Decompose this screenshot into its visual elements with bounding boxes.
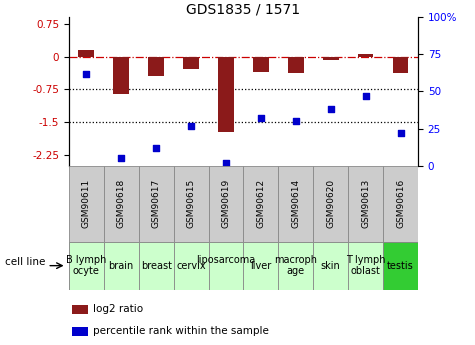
FancyBboxPatch shape <box>174 166 209 242</box>
Text: cell line: cell line <box>5 257 45 267</box>
Text: GSM90619: GSM90619 <box>221 179 230 228</box>
Text: liver: liver <box>250 261 272 270</box>
FancyBboxPatch shape <box>243 166 278 242</box>
FancyBboxPatch shape <box>174 241 209 290</box>
Text: testis: testis <box>387 261 414 270</box>
Point <box>83 71 90 76</box>
Text: GSM90617: GSM90617 <box>152 179 161 228</box>
Bar <box>323 57 339 60</box>
FancyBboxPatch shape <box>314 166 348 242</box>
Bar <box>183 57 199 69</box>
FancyBboxPatch shape <box>348 241 383 290</box>
Text: log2 ratio: log2 ratio <box>93 304 143 314</box>
Bar <box>72 305 88 314</box>
Text: GSM90615: GSM90615 <box>187 179 196 228</box>
Point <box>187 123 195 128</box>
Text: GSM90620: GSM90620 <box>326 179 335 228</box>
Point <box>327 107 334 112</box>
FancyBboxPatch shape <box>383 241 418 290</box>
Point <box>117 155 125 161</box>
Bar <box>218 57 234 132</box>
FancyBboxPatch shape <box>348 166 383 242</box>
Text: GSM90618: GSM90618 <box>117 179 126 228</box>
FancyBboxPatch shape <box>209 241 243 290</box>
Bar <box>78 50 94 57</box>
Text: macroph
age: macroph age <box>274 255 317 276</box>
Point <box>292 118 300 124</box>
Bar <box>148 57 164 76</box>
Text: brain: brain <box>109 261 134 270</box>
Text: breast: breast <box>141 261 171 270</box>
FancyBboxPatch shape <box>209 166 243 242</box>
Point <box>397 130 404 136</box>
Bar <box>72 327 88 336</box>
Text: GSM90614: GSM90614 <box>291 179 300 228</box>
Point <box>222 160 230 165</box>
Text: liposarcoma: liposarcoma <box>196 255 256 276</box>
Bar <box>288 57 304 73</box>
Point <box>152 145 160 150</box>
Title: GDS1835 / 1571: GDS1835 / 1571 <box>186 2 301 16</box>
Text: cervix: cervix <box>176 261 206 270</box>
Point <box>362 93 370 99</box>
Text: GSM90613: GSM90613 <box>361 179 370 228</box>
FancyBboxPatch shape <box>104 166 139 242</box>
FancyBboxPatch shape <box>69 166 104 242</box>
Text: skin: skin <box>321 261 341 270</box>
Text: GSM90611: GSM90611 <box>82 179 91 228</box>
FancyBboxPatch shape <box>139 166 174 242</box>
Bar <box>253 57 269 72</box>
Text: T lymph
oblast: T lymph oblast <box>346 255 385 276</box>
Text: percentile rank within the sample: percentile rank within the sample <box>93 326 269 336</box>
FancyBboxPatch shape <box>69 241 104 290</box>
FancyBboxPatch shape <box>314 241 348 290</box>
FancyBboxPatch shape <box>104 241 139 290</box>
Bar <box>358 54 373 57</box>
Text: GSM90616: GSM90616 <box>396 179 405 228</box>
FancyBboxPatch shape <box>139 241 174 290</box>
Point <box>257 115 265 121</box>
FancyBboxPatch shape <box>383 166 418 242</box>
FancyBboxPatch shape <box>243 241 278 290</box>
Text: GSM90612: GSM90612 <box>256 179 266 228</box>
Bar <box>393 57 408 73</box>
Bar <box>114 57 129 95</box>
Text: B lymph
ocyte: B lymph ocyte <box>66 255 106 276</box>
FancyBboxPatch shape <box>278 166 314 242</box>
FancyBboxPatch shape <box>278 241 314 290</box>
